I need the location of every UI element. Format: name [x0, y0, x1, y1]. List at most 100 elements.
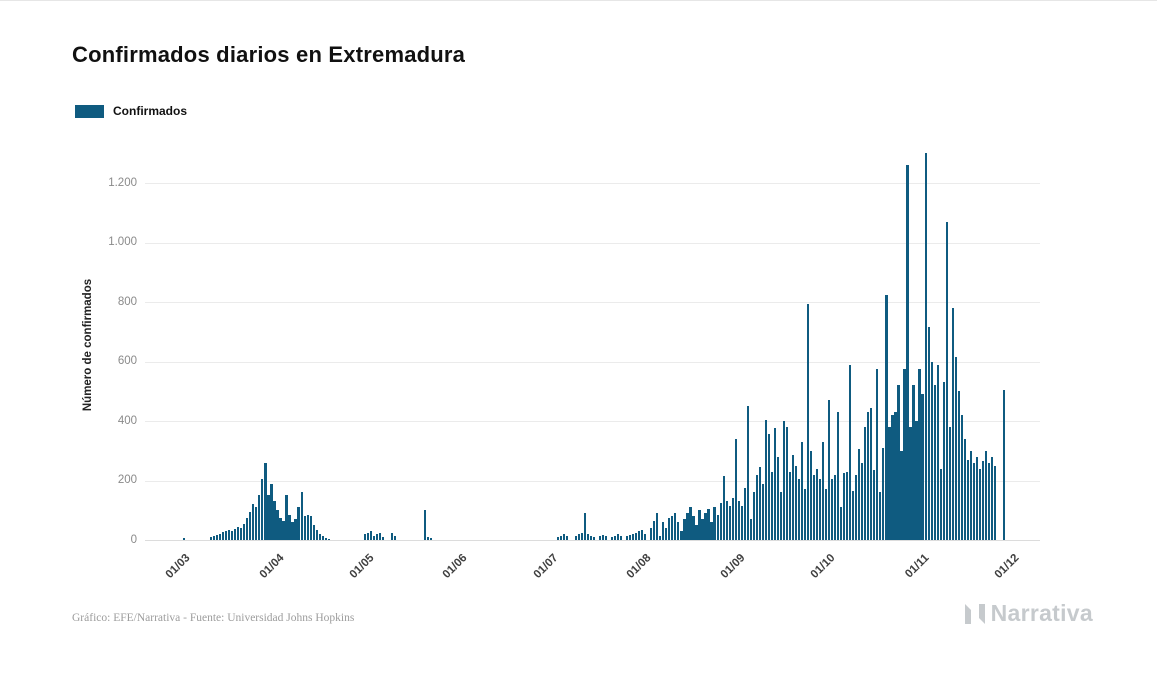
bar — [650, 528, 653, 540]
bar — [966, 459, 969, 540]
y-tick-label: 0 — [130, 533, 137, 546]
bar — [635, 532, 638, 540]
x-tick-label: 01/08 — [624, 552, 654, 581]
bar — [849, 364, 852, 540]
bar — [656, 513, 659, 540]
bar — [577, 534, 581, 540]
bar — [921, 394, 924, 540]
bar — [559, 535, 562, 540]
bar — [306, 514, 309, 540]
bar — [975, 456, 978, 540]
chart-title: Confirmados diarios en Extremadura — [72, 42, 466, 67]
bar — [237, 526, 240, 540]
bar — [285, 495, 288, 540]
bar — [604, 536, 608, 540]
bar — [776, 456, 779, 540]
x-tick-label: 01/12 — [992, 552, 1022, 581]
bar — [918, 368, 921, 540]
bar — [767, 434, 770, 540]
bar — [369, 531, 373, 540]
bar — [216, 534, 219, 540]
bar — [424, 510, 427, 541]
bar — [632, 533, 635, 540]
bar — [951, 308, 954, 540]
bar — [936, 364, 939, 540]
bar — [825, 489, 828, 540]
bar — [659, 535, 662, 540]
legend-label: Confirmados — [113, 104, 188, 118]
bar — [589, 535, 593, 540]
bar — [963, 438, 966, 540]
bar — [764, 419, 767, 540]
bar — [852, 490, 855, 540]
bar — [939, 468, 942, 540]
bar — [598, 535, 602, 540]
bar — [873, 470, 876, 540]
bar — [327, 538, 330, 540]
bar — [954, 357, 957, 540]
bar — [390, 532, 394, 540]
bar — [891, 415, 894, 540]
bar — [791, 455, 795, 540]
gridline — [145, 242, 1040, 244]
bar — [909, 426, 912, 540]
y-tick-label: 1.200 — [108, 176, 137, 189]
bar — [819, 479, 822, 540]
bar — [626, 536, 629, 540]
bar — [743, 487, 746, 540]
gridline — [145, 361, 1040, 363]
bar — [689, 507, 692, 540]
bar — [779, 492, 782, 540]
bar — [252, 504, 255, 540]
bar — [686, 513, 689, 540]
x-tick-label: 01/11 — [902, 552, 932, 581]
bar — [803, 489, 807, 540]
bar — [942, 382, 945, 540]
bar — [565, 536, 568, 540]
bar — [375, 534, 379, 540]
x-tick-label: 01/09 — [718, 552, 748, 581]
bar — [794, 465, 798, 540]
x-axis-baseline — [145, 540, 1040, 541]
bar — [641, 529, 644, 540]
bar — [231, 531, 234, 540]
bar — [629, 534, 632, 540]
bar — [620, 535, 623, 540]
bar — [315, 529, 318, 540]
bar — [291, 522, 294, 540]
bar — [822, 441, 825, 540]
bar — [981, 461, 984, 540]
bar — [243, 523, 246, 540]
bar — [303, 516, 306, 540]
bar — [933, 385, 936, 540]
bar — [671, 516, 674, 540]
bar — [915, 421, 918, 540]
bar — [993, 465, 997, 540]
y-tick-label: 800 — [117, 295, 137, 308]
bar — [276, 510, 279, 541]
bar — [182, 537, 186, 540]
bar — [267, 495, 270, 540]
bar — [900, 450, 903, 541]
bar — [665, 528, 668, 540]
bar — [692, 516, 695, 540]
bar — [749, 519, 752, 540]
bar — [867, 412, 870, 540]
bar — [674, 513, 677, 540]
bar — [761, 483, 764, 540]
bar — [363, 534, 366, 540]
gridline — [145, 421, 1040, 422]
bar — [758, 467, 761, 540]
bar — [592, 537, 596, 540]
bar — [710, 522, 713, 540]
bar — [882, 447, 885, 540]
bar — [222, 532, 225, 540]
bar — [707, 508, 710, 540]
x-tick-label: 01/05 — [347, 552, 377, 581]
bar — [321, 536, 324, 540]
bar — [812, 474, 816, 541]
source-credit: Gráfico: EFE/Narrativa - Fuente: Univers… — [72, 612, 355, 624]
bar — [210, 537, 213, 540]
bar — [731, 498, 734, 540]
bar — [855, 474, 858, 541]
